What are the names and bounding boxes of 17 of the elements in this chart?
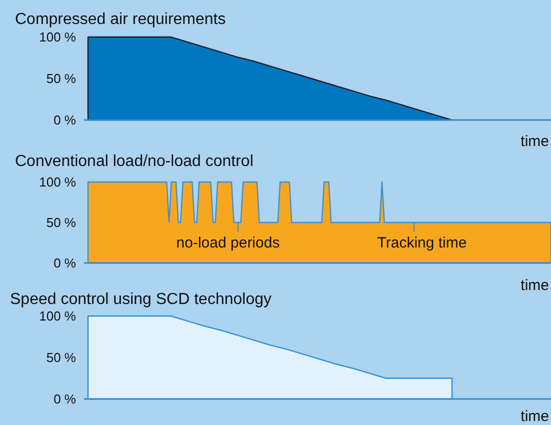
y-tick-label: 0 % bbox=[54, 256, 76, 271]
chart-title: Conventional load/no-load control bbox=[15, 153, 254, 170]
y-tick-label: 0 % bbox=[54, 112, 76, 128]
y-tick-label: 50 % bbox=[46, 350, 76, 366]
x-axis-title: time bbox=[520, 133, 549, 150]
y-tick-label: 100 % bbox=[39, 308, 76, 324]
y-tick-label: 100 % bbox=[39, 30, 76, 45]
x-axis-title: time bbox=[520, 277, 549, 294]
y-tick-label: 0 % bbox=[54, 392, 76, 407]
y-tick-label: 50 % bbox=[46, 215, 76, 230]
x-axis-title: time bbox=[520, 408, 549, 425]
annotation: Tracking time bbox=[377, 234, 467, 252]
y-tick-label: 100 % bbox=[39, 174, 76, 190]
y-tick-label: 50 % bbox=[46, 71, 76, 86]
annotation: no-load periods bbox=[176, 234, 280, 252]
chart-title: Compressed air requirements bbox=[15, 11, 226, 28]
chart-title: Speed control using SCD technology bbox=[10, 291, 272, 308]
